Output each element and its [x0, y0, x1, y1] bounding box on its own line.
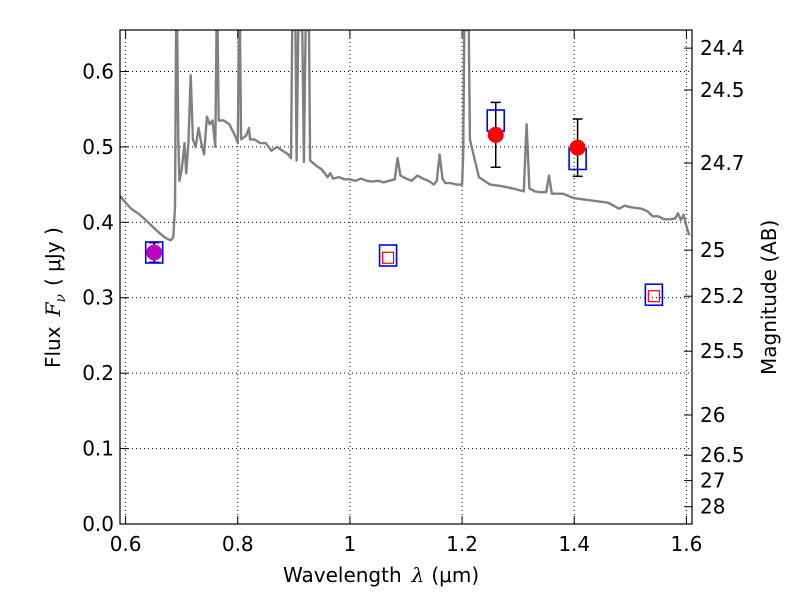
y-tick-label: 0.1 — [82, 437, 114, 461]
mag-tick-label: 27 — [700, 469, 725, 493]
y-axis-label-text: Flux — [41, 326, 65, 368]
mag-tick-label: 25 — [700, 238, 725, 262]
x-tick-label: 0.6 — [110, 532, 142, 556]
model-phot-square-large — [644, 283, 664, 307]
x-tick-label: 1.4 — [558, 532, 590, 556]
y-tick-label: 0.5 — [82, 135, 114, 159]
y-axis-label: Flux Fν ( μJy ) — [41, 227, 69, 368]
model-phot-square-small — [647, 290, 660, 303]
y-axis-label-unit: ( μJy ) — [41, 227, 65, 286]
x-axis-label-text: Wavelength — [283, 563, 402, 587]
mag-tick-label: 25.2 — [700, 284, 745, 308]
svg-text:FluxFν( μJy ): Flux Fν ( μJy ) — [41, 227, 69, 368]
mag-tick-label: 24.5 — [700, 78, 745, 102]
plot-area — [120, 30, 691, 307]
mag-tick-label: 24.7 — [700, 151, 745, 175]
mag-tick-label: 28 — [700, 495, 725, 519]
y-axis-label-symbol: F — [41, 301, 65, 317]
model-phot-square-large — [378, 244, 398, 267]
y-tick-label: 0.0 — [82, 512, 114, 536]
x-axis-label-symbol: λ — [411, 563, 425, 587]
x-axis-label: Wavelength λ (μm) — [283, 563, 479, 587]
x-tick-label: 1 — [344, 532, 357, 556]
mag-tick-label: 25.5 — [700, 339, 745, 363]
observed-point — [146, 244, 163, 261]
observed-point — [569, 139, 586, 156]
model-phot-square-large — [144, 241, 164, 264]
mag-tick-label: 26 — [700, 403, 725, 427]
axis-ticks: 0.6 0.8 1 1.2 1.4 1.6 0.0 0.1 0.2 0.3 0.4 0.5 0.6 24.… — [82, 30, 745, 556]
y-tick-label: 0.2 — [82, 361, 114, 385]
y2-axis-label: Magnitude (AB) — [757, 220, 781, 375]
observed-point — [487, 126, 504, 143]
photometry-points — [144, 101, 664, 307]
mag-tick-label: 26.5 — [700, 443, 745, 467]
y-tick-label: 0.6 — [82, 59, 114, 83]
y-tick-label: 0.3 — [82, 286, 114, 310]
mag-tick-label: 24.4 — [700, 36, 745, 60]
x-tick-label: 0.8 — [222, 532, 254, 556]
sed-model-line — [120, 30, 691, 242]
y2-axis-label-text: Magnitude (AB) — [757, 220, 781, 375]
plot-frame — [119, 29, 693, 525]
x-tick-label: 1.2 — [446, 532, 478, 556]
x-axis-label-unit: (μm) — [431, 563, 479, 587]
x-tick-label: 1.6 — [670, 532, 702, 556]
model-phot-square-small — [381, 251, 395, 264]
y-axis-label-subscript: ν — [53, 294, 69, 303]
y-tick-label: 0.4 — [82, 210, 114, 234]
